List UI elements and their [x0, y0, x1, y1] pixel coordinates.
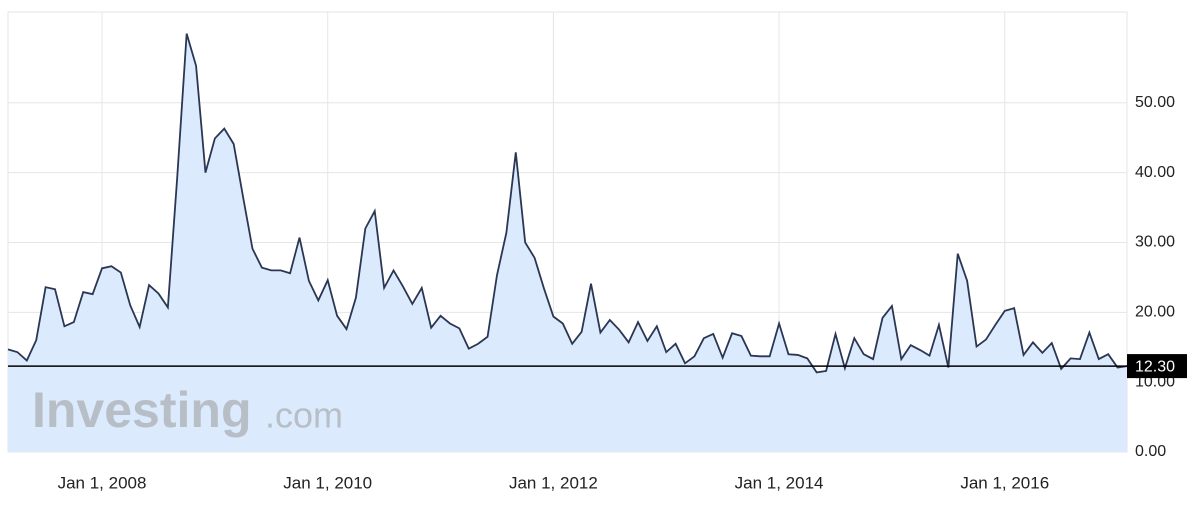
- watermark: Investing: [32, 382, 251, 438]
- y-tick-label: 0.00: [1135, 443, 1166, 460]
- x-tick-label: Jan 1, 2010: [283, 473, 372, 492]
- x-tick-label: Jan 1, 2014: [735, 473, 824, 492]
- line: [7, 33, 1128, 374]
- y-tick-label: 40.00: [1135, 164, 1175, 181]
- y-tick-label: 30.00: [1135, 234, 1175, 251]
- x-tick-label: Jan 1, 2008: [58, 473, 147, 492]
- x-tick-label: Jan 1, 2012: [509, 473, 598, 492]
- y-tick-label: 50.00: [1135, 94, 1175, 111]
- current-value-box: [1127, 354, 1187, 379]
- area: [8, 33, 1127, 453]
- series: [7, 33, 1128, 453]
- x-tick-label: Jan 1, 2016: [960, 473, 1049, 492]
- y-tick-label: 20.00: [1135, 304, 1175, 321]
- watermark-suffix: .com: [265, 395, 343, 436]
- current-value-label: 12.30: [1135, 358, 1175, 375]
